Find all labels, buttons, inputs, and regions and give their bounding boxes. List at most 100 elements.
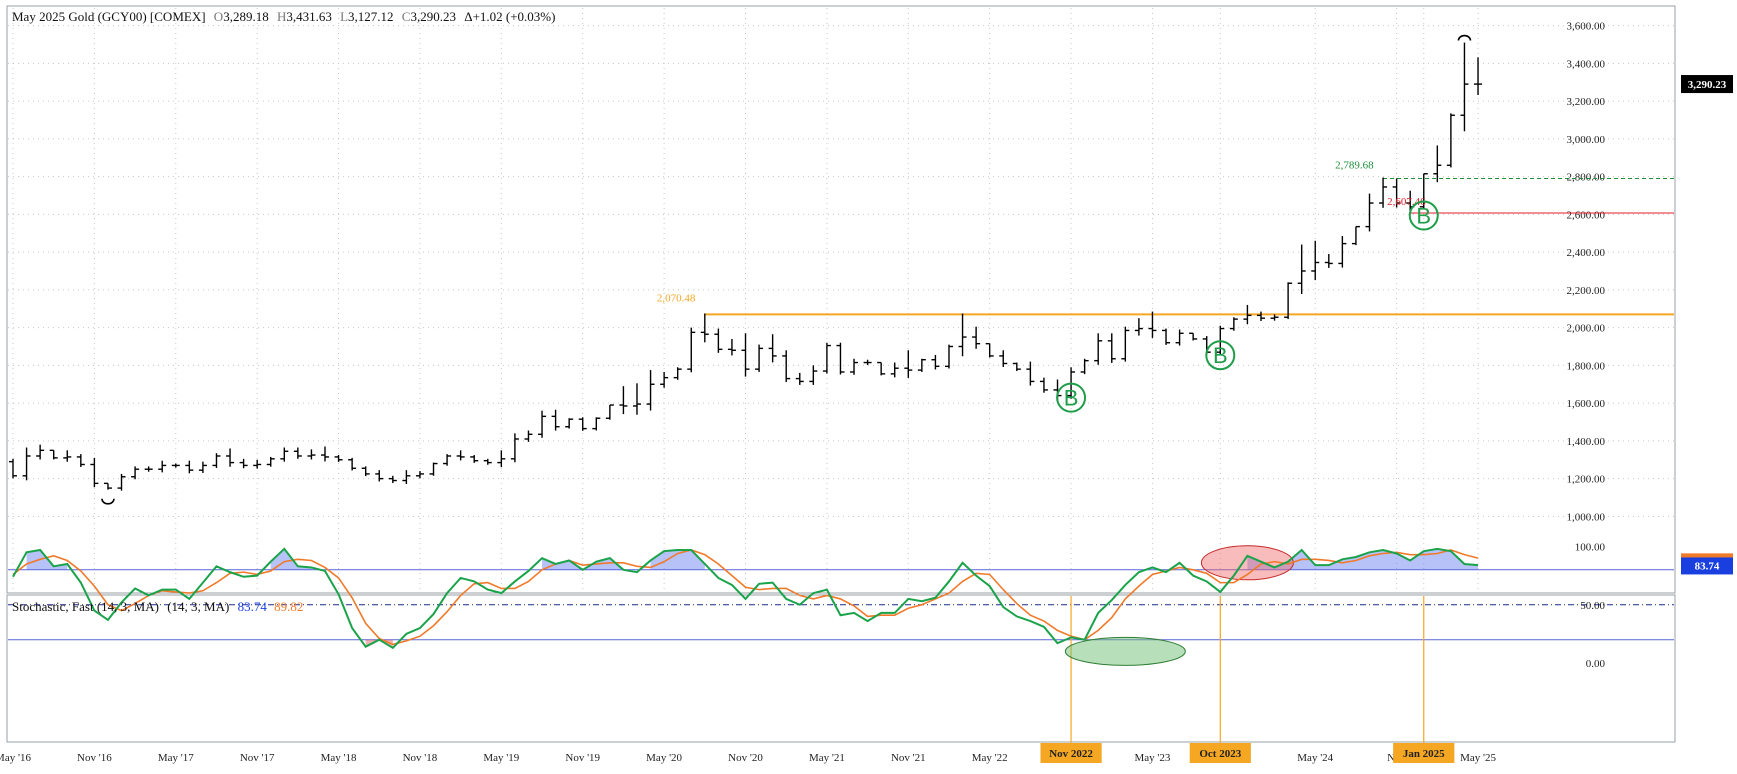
ohlc-bar xyxy=(1365,193,1374,232)
stoch-fill-zone xyxy=(650,549,705,570)
ohlc-bar xyxy=(578,417,587,431)
stoch-reference-lines xyxy=(8,569,1674,641)
x-tick-label: Nov '16 xyxy=(77,752,112,764)
ohlc-bar xyxy=(605,404,614,420)
ohlc-bar xyxy=(782,350,791,383)
highlight-vertical-lines xyxy=(1070,596,1425,752)
ohlc-bar xyxy=(1311,240,1320,281)
ohlc-bar xyxy=(538,410,547,438)
ohlc-bar xyxy=(890,362,899,378)
svg-text:3,290.23: 3,290.23 xyxy=(1688,79,1727,91)
ohlc-bar xyxy=(1148,311,1157,338)
ohlc-bar xyxy=(22,447,31,481)
price-tick-label: 3,400.00 xyxy=(1567,58,1606,70)
low-arc-marker xyxy=(101,498,115,505)
ohlc-bar xyxy=(1121,326,1130,362)
stoch-tick-label: 0.00 xyxy=(1586,658,1606,670)
ohlc-bar xyxy=(158,460,167,473)
buy-marker-letter: B xyxy=(1213,343,1228,368)
ohlc-bar xyxy=(999,350,1008,367)
ohlc-bar xyxy=(917,358,926,372)
stoch-k-line xyxy=(12,547,1479,650)
ohlc-bar xyxy=(266,456,275,467)
ohlc-bar xyxy=(972,326,981,349)
price-tick-label: 2,200.00 xyxy=(1567,285,1606,297)
ohlc-bar xyxy=(660,371,669,388)
buy-marker-ring xyxy=(1056,382,1087,413)
ohlc-bar xyxy=(592,417,601,431)
ohlc-bar xyxy=(822,342,831,374)
ohlc-bar xyxy=(429,462,438,476)
ohlc-bar xyxy=(415,471,424,479)
stoch-tick-label: 100.00 xyxy=(1575,542,1606,554)
price-tick-label: 3,200.00 xyxy=(1567,96,1606,108)
ohlc-bar xyxy=(76,454,85,467)
ohlc-bar xyxy=(1134,318,1143,336)
ohlc-bar xyxy=(565,418,574,429)
ohlc-bar xyxy=(1107,333,1116,363)
ohlc-bar xyxy=(1297,244,1306,295)
ohlc-bar xyxy=(171,463,180,468)
price-tick-label: 2,000.00 xyxy=(1567,323,1606,335)
ohlc-bar xyxy=(1256,311,1265,322)
x-tick-label: May '22 xyxy=(972,752,1008,764)
ohlc-bar xyxy=(1338,236,1347,268)
ohlc-bar xyxy=(836,342,845,375)
last-price-tag: 3,290.23 xyxy=(1681,75,1733,94)
price-panel[interactable]: 3,600.00 3,400.00 3,200.00 3,000.00 2,800.00… xyxy=(6,5,1733,594)
ohlc-bars xyxy=(9,42,1483,491)
x-highlight-box xyxy=(1040,743,1102,763)
ohlc-bar xyxy=(1324,253,1333,268)
support-label: 2,607.46 xyxy=(1387,196,1426,208)
ohlc-bar xyxy=(212,453,221,468)
buy-marker-ring xyxy=(1205,340,1236,371)
ohlc-bar xyxy=(741,333,750,377)
ohlc-bar xyxy=(1379,177,1388,208)
close-value: 3,290.23 xyxy=(410,9,456,24)
ohlc-bar xyxy=(714,328,723,353)
ohlc-bar xyxy=(1026,361,1035,386)
x-tick-label: Nov '17 xyxy=(240,752,275,764)
ohlc-bar xyxy=(1216,325,1225,355)
ohlc-bar xyxy=(388,475,397,484)
x-tick-label: May '23 xyxy=(1135,752,1171,764)
ohlc-bar xyxy=(497,450,506,468)
stoch-fill-zone xyxy=(26,549,68,570)
buy-markers: B B B xyxy=(1056,200,1439,413)
stoch-legend: Stochastic, Fast (14, 3, MA) (14, 3, MA)… xyxy=(12,599,303,614)
ohlc-bar xyxy=(1392,178,1401,208)
ohlc-bar xyxy=(239,458,248,469)
open-label: O xyxy=(214,9,223,24)
high-label: 2,789.68 xyxy=(1335,160,1374,172)
ohlc-bar xyxy=(1229,317,1238,331)
x-tick-label: Nov '19 xyxy=(565,752,600,764)
price-tick-label: 2,800.00 xyxy=(1567,172,1606,184)
price-tick-label: 1,800.00 xyxy=(1567,360,1606,372)
ohlc-bar xyxy=(90,457,99,488)
x-tick-label: Nov '21 xyxy=(891,752,926,764)
ohlc-bar xyxy=(280,447,289,462)
high-label-hdr: H xyxy=(277,9,286,24)
x-highlight-box xyxy=(1189,743,1251,763)
x-tick-label-highlighted: Nov 2022 xyxy=(1049,748,1093,760)
ohlc-bar xyxy=(361,466,370,477)
x-tick-label: May '25 xyxy=(1460,752,1496,764)
ohlc-bar xyxy=(1419,173,1428,209)
ohlc-bar xyxy=(443,454,452,466)
price-tick-label: 1,400.00 xyxy=(1567,436,1606,448)
x-tick-label: May '17 xyxy=(158,752,194,764)
stoch-title: Stochastic, Fast (14, 3, MA) xyxy=(12,599,159,614)
price-tick-label: 3,000.00 xyxy=(1567,134,1606,146)
price-tick-label: 1,200.00 xyxy=(1567,474,1606,486)
ohlc-bar xyxy=(632,383,641,415)
time-axis: May '16 Nov '16 May '17 Nov '17 May '18 Nov '… xyxy=(0,743,1496,764)
ohlc-bar xyxy=(727,338,736,356)
ohlc-bar xyxy=(1094,333,1103,365)
stochastic-panel[interactable]: 100.00 50.00 0.00 83.74 Stochastic, Fast (… xyxy=(6,542,1733,753)
ohlc-bar xyxy=(36,444,45,460)
price-tick-label: 2,400.00 xyxy=(1567,247,1606,259)
ohlc-bar xyxy=(1351,225,1360,246)
stoch-params: (14, 3, MA) xyxy=(167,599,229,614)
buy-marker-letter: B xyxy=(1064,386,1079,411)
